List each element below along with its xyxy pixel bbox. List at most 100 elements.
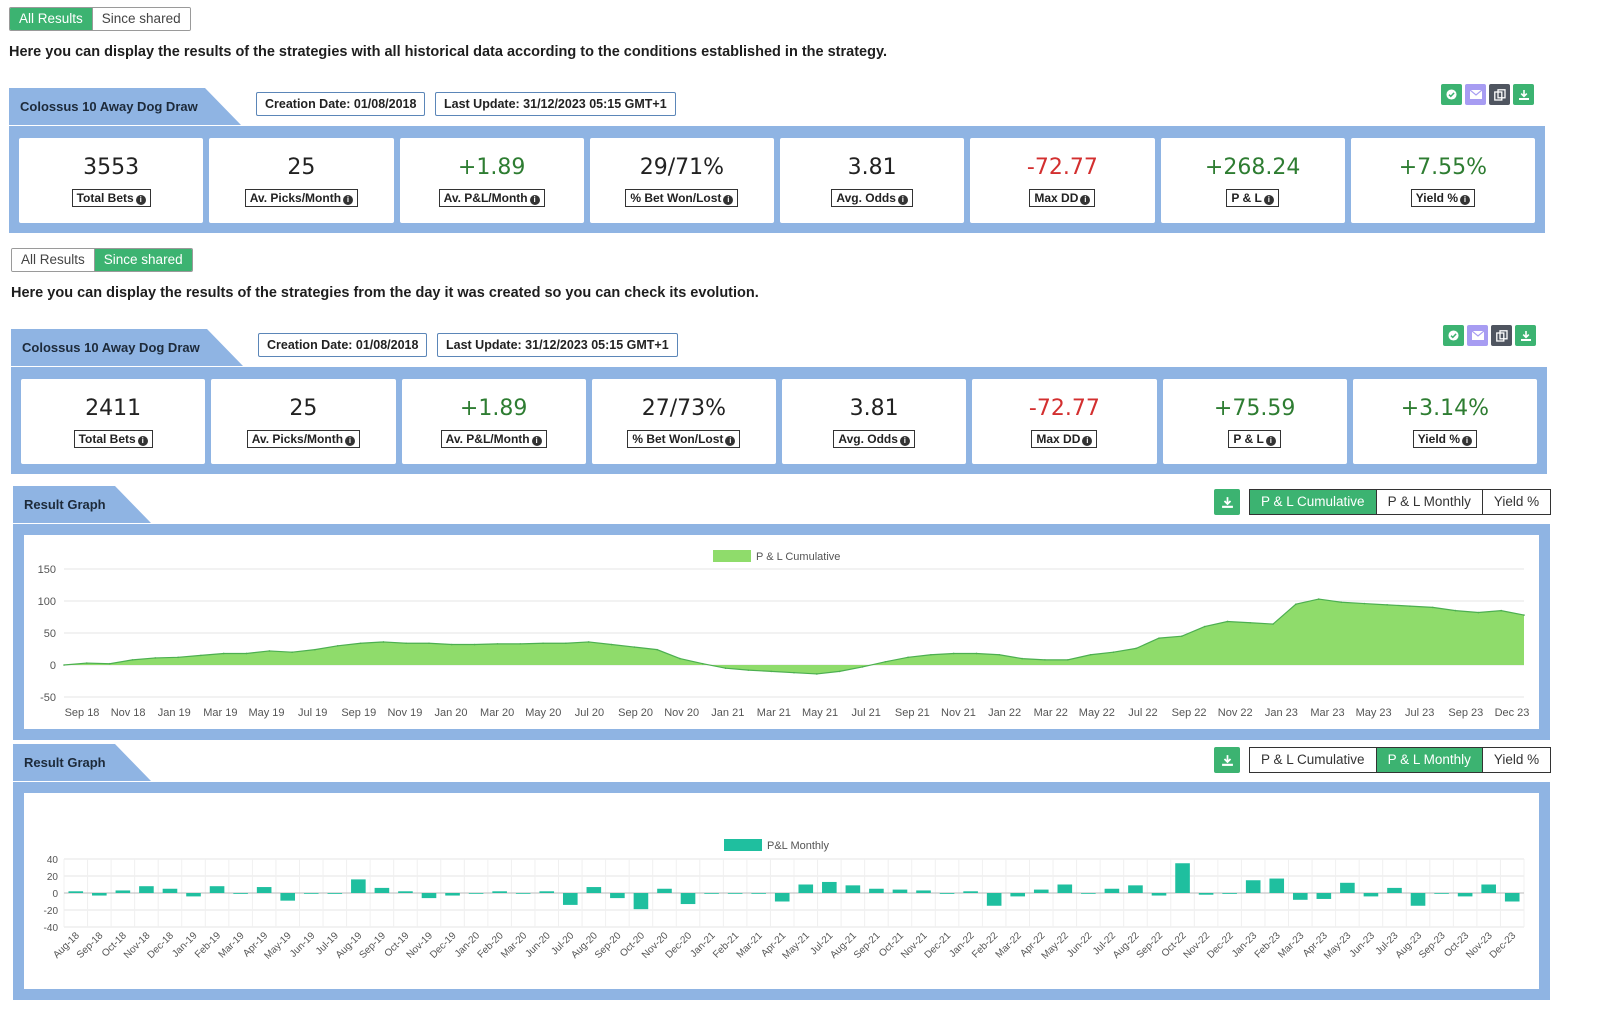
- x-tick-label: Nov 18: [111, 707, 146, 719]
- tab-pl-cumulative[interactable]: P & L Cumulative: [1250, 490, 1376, 514]
- stat-card-av-picks: 25 Av. Picks/Month i: [211, 379, 396, 464]
- info-icon[interactable]: i: [1082, 436, 1093, 446]
- email-icon[interactable]: [1465, 84, 1486, 105]
- stats-panel-all: 3553 Total Bets i 25 Av. Picks/Month i +1.89…: [9, 126, 1545, 233]
- stat-card-max-dd: -72.77 Max DD i: [972, 379, 1157, 464]
- info-icon[interactable]: i: [135, 195, 146, 205]
- stat-label[interactable]: Max DD i: [1029, 189, 1096, 207]
- stat-label[interactable]: Av. Picks/Month i: [246, 430, 361, 448]
- section-description: Here you can display the results of the …: [9, 44, 887, 60]
- monthly-bar: [704, 893, 719, 894]
- info-icon[interactable]: i: [899, 436, 910, 446]
- stat-label[interactable]: Av. Picks/Month i: [244, 189, 359, 207]
- strategy-name: Colossus 10 Away Dog Draw: [20, 99, 198, 114]
- follow-check-icon[interactable]: [1443, 325, 1464, 346]
- copy-icon[interactable]: [1489, 84, 1510, 105]
- strategy-actions: [1443, 325, 1536, 346]
- stat-label[interactable]: Total Bets i: [71, 189, 151, 207]
- stat-label[interactable]: Max DD i: [1031, 430, 1098, 448]
- monthly-bar: [233, 893, 248, 894]
- monthly-bar: [1245, 880, 1261, 893]
- data-point: [1363, 602, 1366, 605]
- stat-value: 27/73%: [641, 396, 727, 421]
- monthly-bar: [1081, 893, 1096, 894]
- download-icon[interactable]: [1515, 325, 1536, 346]
- info-icon[interactable]: i: [1080, 195, 1091, 205]
- x-tick-label: May 20: [525, 707, 561, 719]
- x-tick-label: Jul 23: [1405, 707, 1434, 719]
- since-shared-tab[interactable]: Since shared: [91, 8, 190, 30]
- stat-label[interactable]: Total Bets i: [73, 430, 153, 448]
- stat-value: 3.81: [847, 155, 897, 180]
- info-icon[interactable]: i: [1461, 436, 1472, 446]
- data-point: [565, 642, 567, 645]
- x-tick-label: Jan 23: [1265, 707, 1298, 719]
- stat-label[interactable]: % Bet Won/Lost i: [625, 189, 739, 207]
- stat-label[interactable]: Av. P&L/Month i: [440, 430, 547, 448]
- monthly-bar: [727, 893, 743, 894]
- chart-download-button[interactable]: [1214, 747, 1240, 773]
- monthly-chart: 40200-20-40Aug-18Sep-18Oct-18Nov-18Dec-1…: [44, 839, 1525, 962]
- info-icon[interactable]: i: [137, 436, 148, 446]
- stat-label[interactable]: Avg. Odds i: [831, 189, 913, 207]
- info-icon[interactable]: i: [529, 195, 540, 205]
- tab-pl-monthly[interactable]: P & L Monthly: [1375, 490, 1482, 514]
- tab-pl-cumulative[interactable]: P & L Cumulative: [1250, 748, 1376, 772]
- stat-label[interactable]: Yield % i: [1410, 189, 1475, 207]
- strategy-name-ribbon: Colossus 10 Away Dog Draw: [9, 88, 241, 125]
- stat-card-won-lost: 27/73% % Bet Won/Lost i: [591, 379, 776, 464]
- stat-label[interactable]: Av. P&L/Month i: [438, 189, 545, 207]
- data-point: [359, 642, 362, 645]
- monthly-bar: [1269, 878, 1285, 893]
- monthly-bar: [1198, 893, 1214, 895]
- info-icon[interactable]: i: [1459, 195, 1470, 205]
- info-icon[interactable]: i: [343, 195, 354, 205]
- info-icon[interactable]: i: [897, 195, 908, 205]
- x-tick-label: Jan 19: [158, 707, 191, 719]
- data-point: [542, 642, 544, 645]
- info-icon[interactable]: i: [1265, 436, 1276, 446]
- monthly-bar: [986, 893, 1002, 906]
- last-update: Last Update: 31/12/2023 05:15 GMT+1: [435, 92, 676, 116]
- follow-check-icon[interactable]: [1441, 84, 1462, 105]
- x-tick-label: Nov 19: [387, 707, 422, 719]
- info-icon[interactable]: i: [1263, 195, 1274, 205]
- monthly-bar: [303, 893, 319, 894]
- stat-card-total-bets: 2411 Total Bets i: [21, 379, 206, 464]
- x-tick-label: Dec-19: [428, 930, 459, 961]
- download-icon[interactable]: [1513, 84, 1534, 105]
- monthly-bar: [68, 891, 84, 893]
- tab-yield[interactable]: Yield %: [1481, 490, 1551, 514]
- stat-label[interactable]: Yield % i: [1412, 430, 1477, 448]
- info-icon[interactable]: i: [345, 436, 356, 446]
- all-results-tab[interactable]: All Results: [10, 8, 92, 30]
- since-shared-tab[interactable]: Since shared: [93, 249, 192, 271]
- all-results-tab[interactable]: All Results: [12, 249, 94, 271]
- chart-download-button[interactable]: [1214, 489, 1240, 515]
- y-tick-label: -20: [44, 906, 59, 917]
- tab-yield[interactable]: Yield %: [1481, 748, 1551, 772]
- x-tick-label: Jan 21: [711, 707, 744, 719]
- email-icon[interactable]: [1467, 325, 1488, 346]
- data-point: [1021, 657, 1023, 660]
- data-point: [1089, 653, 1092, 656]
- info-icon[interactable]: i: [725, 436, 736, 446]
- x-tick-label: Dec-20: [664, 930, 695, 961]
- data-point: [793, 671, 795, 674]
- tab-pl-monthly[interactable]: P & L Monthly: [1375, 748, 1482, 772]
- data-point: [1112, 651, 1115, 653]
- monthly-bar: [845, 885, 861, 893]
- monthly-bar: [610, 893, 625, 899]
- copy-icon[interactable]: [1491, 325, 1512, 346]
- stat-card-av-picks: 25 Av. Picks/Month i: [209, 138, 394, 223]
- monthly-bar: [162, 888, 178, 893]
- stat-label[interactable]: Avg. Odds i: [833, 430, 915, 448]
- data-point: [656, 648, 658, 651]
- info-icon[interactable]: i: [531, 436, 542, 446]
- stat-label[interactable]: % Bet Won/Lost i: [627, 430, 741, 448]
- strategy-name-ribbon: Colossus 10 Away Dog Draw: [11, 329, 243, 366]
- info-icon[interactable]: i: [723, 195, 734, 205]
